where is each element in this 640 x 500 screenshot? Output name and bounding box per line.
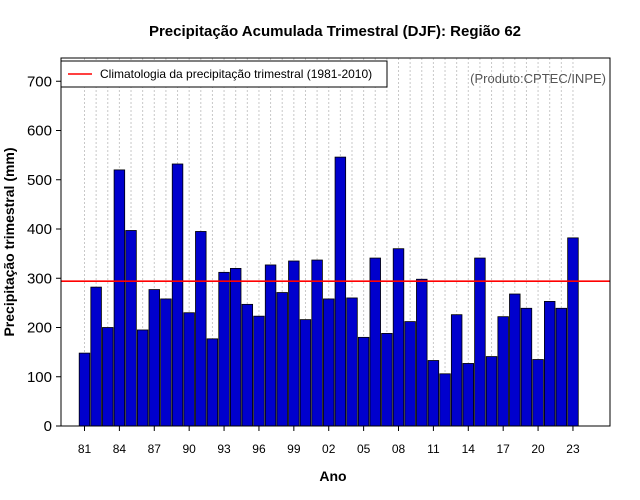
y-tick-label: 700 <box>27 73 52 90</box>
x-tick-label: 20 <box>531 442 545 456</box>
bar-87 <box>148 289 160 427</box>
x-tick-label: 14 <box>462 442 476 456</box>
y-tick-label: 0 <box>44 418 52 435</box>
x-tick-label: 99 <box>287 442 301 456</box>
x-tick-label: 81 <box>78 442 92 456</box>
y-tick-label: 600 <box>27 123 52 140</box>
x-axis: 81 84 87 90 93 96 99 02 05 08 11 14 17 20 23 <box>78 426 580 456</box>
bar-14 <box>462 363 474 427</box>
bar-03 <box>334 156 347 427</box>
bar-13 <box>450 314 463 427</box>
bar-21 <box>544 300 556 427</box>
y-tick-label: 500 <box>27 172 52 189</box>
x-tick-label: 87 <box>148 442 162 456</box>
bar-08 <box>392 248 405 427</box>
bars-layer <box>78 156 579 427</box>
bar-02 <box>323 298 335 427</box>
y-tick-label: 200 <box>27 320 52 337</box>
bar-94 <box>229 267 242 427</box>
x-tick-label: 11 <box>427 442 440 456</box>
bar-96 <box>253 315 265 427</box>
y-tick-label: 100 <box>27 369 52 386</box>
bar-07 <box>381 333 393 427</box>
bar-01 <box>311 259 323 427</box>
chart-title: Precipitação Acumulada Trimestral (DJF):… <box>149 23 521 40</box>
bar-16 <box>485 356 498 427</box>
x-tick-label: 84 <box>113 442 127 456</box>
y-axis: 0 100 200 300 400 500 600 700 <box>27 73 61 435</box>
bar-92 <box>206 338 219 427</box>
grid-layer <box>84 58 574 426</box>
bar-10 <box>416 278 428 427</box>
bar-89 <box>171 163 184 427</box>
bar-11 <box>427 360 440 427</box>
bar-23 <box>567 237 579 427</box>
y-axis-label: Precipitação trimestral (mm) <box>1 147 17 336</box>
bar-04 <box>346 297 358 427</box>
x-tick-label: 93 <box>217 442 231 456</box>
x-tick-label: 23 <box>566 442 580 456</box>
bar-00 <box>299 319 312 427</box>
bar-12 <box>439 373 451 427</box>
legend-box <box>60 60 388 88</box>
bar-95 <box>241 303 254 427</box>
bar-18 <box>509 293 521 427</box>
x-tick-label: 02 <box>322 442 336 456</box>
legend: Climatologia da precipitação trimestral … <box>60 60 388 88</box>
bar-20 <box>532 359 544 427</box>
bar-99 <box>288 260 300 427</box>
x-tick-label: 96 <box>252 442 266 456</box>
bar-17 <box>497 316 509 427</box>
x-tick-label: 17 <box>497 442 511 456</box>
bar-19 <box>520 307 533 427</box>
bar-97 <box>264 264 277 427</box>
x-tick-label: 08 <box>392 442 406 456</box>
bar-15 <box>474 257 486 427</box>
bar-82 <box>90 286 102 427</box>
y-tick-label: 400 <box>27 221 52 238</box>
bar-88 <box>160 298 172 427</box>
bar-85 <box>125 230 137 427</box>
legend-label: Climatologia da precipitação trimestral … <box>100 67 372 81</box>
bar-98 <box>276 292 288 427</box>
bar-84 <box>113 169 126 427</box>
bar-83 <box>102 327 114 427</box>
x-tick-label: 90 <box>182 442 196 456</box>
bar-81 <box>78 352 91 427</box>
bar-86 <box>136 329 149 427</box>
bar-90 <box>183 312 195 427</box>
bar-06 <box>369 257 381 427</box>
source-note: (Produto:CPTEC/INPE) <box>470 71 606 86</box>
x-tick-label: 05 <box>357 442 371 456</box>
bar-22 <box>555 307 568 427</box>
y-tick-label: 300 <box>27 270 52 287</box>
bar-09 <box>404 321 416 427</box>
x-axis-label: Ano <box>319 468 346 484</box>
bar-91 <box>195 231 207 427</box>
plot-frame <box>60 57 611 427</box>
bar-05 <box>357 336 370 427</box>
bar-93 <box>218 271 230 427</box>
